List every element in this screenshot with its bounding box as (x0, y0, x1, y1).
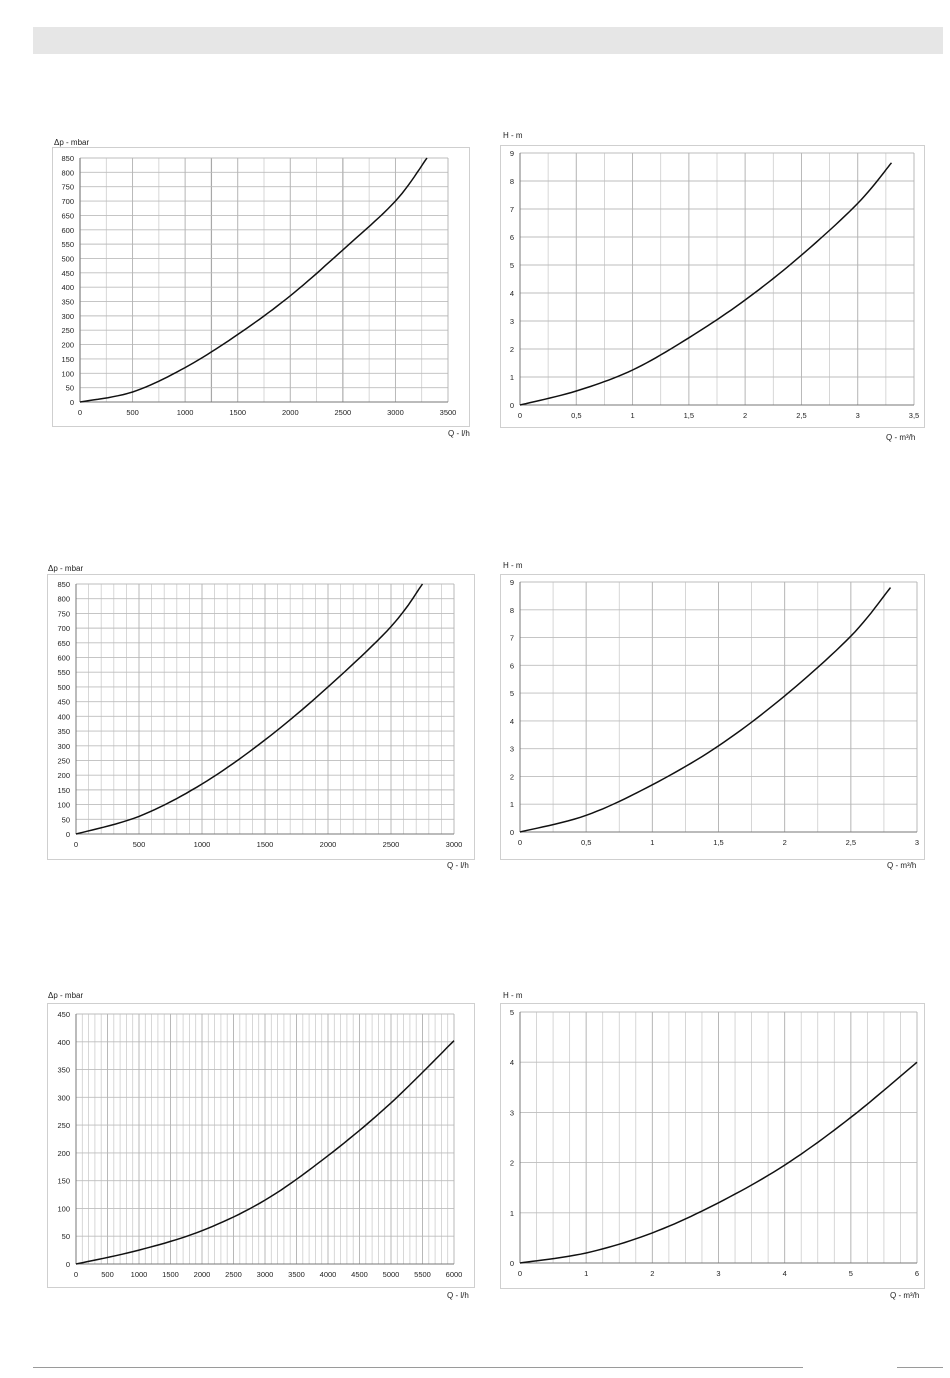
footer-rule-short (897, 1367, 943, 1368)
chart-frame (500, 574, 925, 860)
y-axis-label: H - m (503, 991, 523, 1000)
y-axis-label: H - m (503, 561, 523, 570)
chart-frame (47, 574, 475, 860)
x-axis-label: Q - l/h (448, 429, 470, 438)
x-axis-label: Q - m³/h (886, 433, 916, 442)
chart-frame (52, 147, 470, 427)
x-axis-label: Q - l/h (447, 861, 469, 870)
y-axis-label: Δp - mbar (48, 991, 84, 1000)
x-axis-label: Q - m³/h (887, 861, 917, 870)
header-band (33, 27, 943, 54)
footer-rule (33, 1367, 803, 1368)
y-axis-label: Δp - mbar (54, 138, 90, 147)
y-axis-label: H - m (503, 131, 523, 140)
chart-frame (47, 1003, 475, 1288)
x-axis-label: Q - l/h (447, 1291, 469, 1300)
y-axis-label: Δp - mbar (48, 564, 84, 573)
chart-frame (500, 1003, 925, 1289)
chart-frame (500, 145, 925, 428)
x-axis-label: Q - m³/h (890, 1291, 920, 1300)
